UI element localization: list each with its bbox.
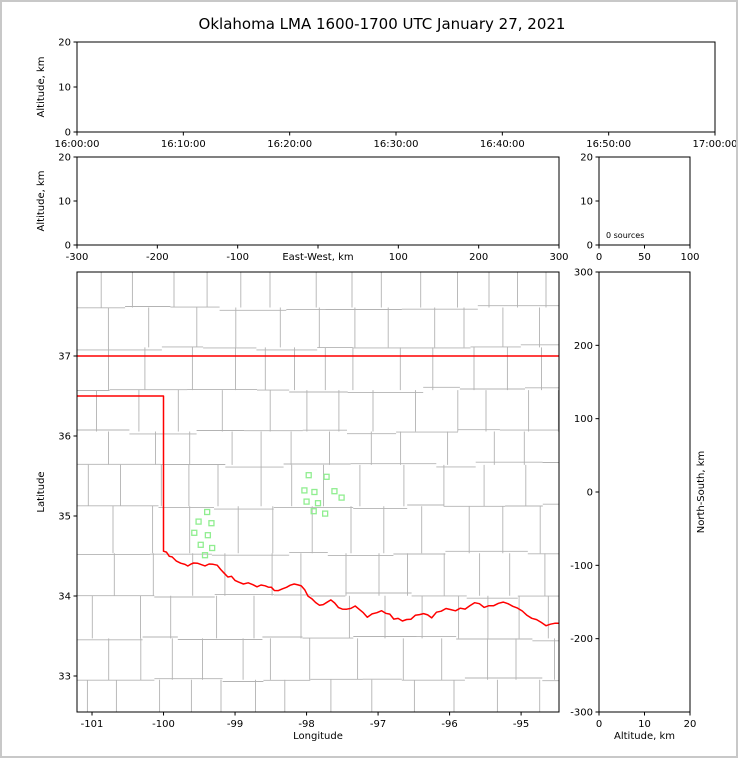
lma-station-marker: [322, 510, 329, 517]
y-tick-label: 100: [574, 414, 593, 425]
x-tick-label: 50: [638, 252, 651, 263]
time-height-panel: 16:00:00 16:10:00 16:20:00 16:30:00 16:40:00…: [36, 38, 738, 151]
x-tick-label: 17:00:00: [693, 139, 738, 150]
x-tick-label: 16:00:00: [55, 139, 100, 150]
lma-station-marker: [204, 532, 212, 539]
plan-view-panel: -101 -100 -99 -98 -97 -96 -95 33 34 35 36 37 Latitud…: [36, 271, 560, 742]
lma-station-marker: [323, 473, 330, 480]
x-tick-label: 16:20:00: [267, 139, 312, 150]
lma-station-marker: [338, 494, 345, 501]
x-tick-label: 16:40:00: [480, 139, 525, 150]
alt-histogram-panel: 0 50 100 0 10 20 0 sources: [580, 153, 699, 264]
lma-station-marker: [303, 498, 310, 505]
x-tick-label: -95: [513, 719, 529, 730]
y-tick-label: 0: [65, 128, 71, 139]
x-tick-label: 0: [596, 252, 602, 263]
lma-station-marker: [195, 518, 202, 525]
lma-station-marker: [310, 508, 317, 515]
lma-station-marker: [209, 544, 216, 552]
x-tick-label: 10: [638, 719, 651, 730]
x-tick-label: 200: [469, 252, 488, 263]
y-tick-label: 0: [65, 241, 71, 252]
y-tick-label: 10: [580, 197, 593, 208]
y-tick-label: 20: [58, 38, 71, 49]
x-tick-label: -98: [298, 719, 314, 730]
lma-station-marker: [311, 488, 318, 496]
y-tick-label: 10: [58, 83, 71, 94]
time-height-axes-box: [76, 41, 716, 133]
ns-height-panel: 0 10 20 -300 -200 -100 0 100 200 300 North-South, …: [570, 268, 707, 743]
x-tick-label: -100: [226, 252, 249, 263]
y-tick-label: -300: [570, 708, 593, 719]
y-tick-label: 200: [574, 341, 593, 352]
x-tick-label: 16:30:00: [374, 139, 419, 150]
y-axis-label: Altitude, km: [36, 171, 47, 232]
y-tick-label: 20: [58, 153, 71, 164]
lma-station-marker: [191, 529, 198, 536]
x-tick-label: 100: [680, 252, 699, 263]
y-tick-label: 33: [58, 672, 71, 683]
x-tick-label: 100: [389, 252, 408, 263]
lma-station-marker: [204, 508, 211, 516]
lma-station-marker: [331, 488, 338, 495]
ew-height-panel: -300 -200 -100 100 200 300 0 10 20 Altitude, km Ea…: [36, 153, 569, 264]
y-tick-label: -100: [570, 561, 593, 572]
y-tick-label: 20: [580, 153, 593, 164]
oklahoma-border-line: [77, 395, 559, 627]
y-tick-label: 34: [58, 592, 71, 603]
x-tick-label: -96: [441, 719, 457, 730]
y-tick-label: 0: [587, 488, 593, 499]
y-tick-label: 10: [58, 197, 71, 208]
lma-station-marker: [314, 500, 322, 507]
y-axis-label: Altitude, km: [36, 57, 47, 118]
x-tick-label: 16:50:00: [586, 139, 631, 150]
y-tick-label: 300: [574, 268, 593, 279]
lma-station-marker: [201, 552, 209, 559]
county-boundaries: [77, 272, 559, 712]
lma-station-marker: [305, 472, 312, 479]
y-axis-label: Latitude: [36, 471, 47, 512]
x-tick-label: -101: [81, 719, 104, 730]
x-tick-label: -100: [152, 719, 175, 730]
x-tick-label: -300: [66, 252, 89, 263]
sources-count-label: 0 sources: [606, 231, 644, 240]
ns-height-axes-box: [598, 271, 691, 713]
x-axis-label: Longitude: [293, 731, 343, 742]
lma-station-marker: [208, 520, 215, 527]
plan-view-axes-box: [76, 271, 560, 713]
x-tick-label: -97: [370, 719, 386, 730]
y-tick-label: 37: [58, 352, 71, 363]
plot-title: Oklahoma LMA 1600-1700 UTC January 27, 2…: [198, 15, 566, 33]
x-tick-label: 16:10:00: [161, 139, 206, 150]
ew-height-axes-box: [76, 156, 560, 246]
lma-station-marker: [301, 487, 308, 494]
y-tick-label: -200: [570, 634, 593, 645]
x-tick-label: -200: [146, 252, 169, 263]
x-axis-label: East-West, km: [282, 252, 353, 263]
x-tick-label: 0: [596, 719, 602, 730]
x-tick-label: -99: [227, 719, 243, 730]
y-axis-label: North-South, km: [696, 451, 707, 534]
y-tick-label: 36: [58, 432, 71, 443]
y-tick-label: 0: [587, 241, 593, 252]
map-content: [77, 272, 559, 712]
y-tick-label: 35: [58, 512, 71, 523]
x-tick-label: 300: [549, 252, 568, 263]
x-tick-label: 20: [684, 719, 697, 730]
lma-station-marker: [197, 541, 204, 548]
x-axis-label: Altitude, km: [614, 731, 675, 742]
